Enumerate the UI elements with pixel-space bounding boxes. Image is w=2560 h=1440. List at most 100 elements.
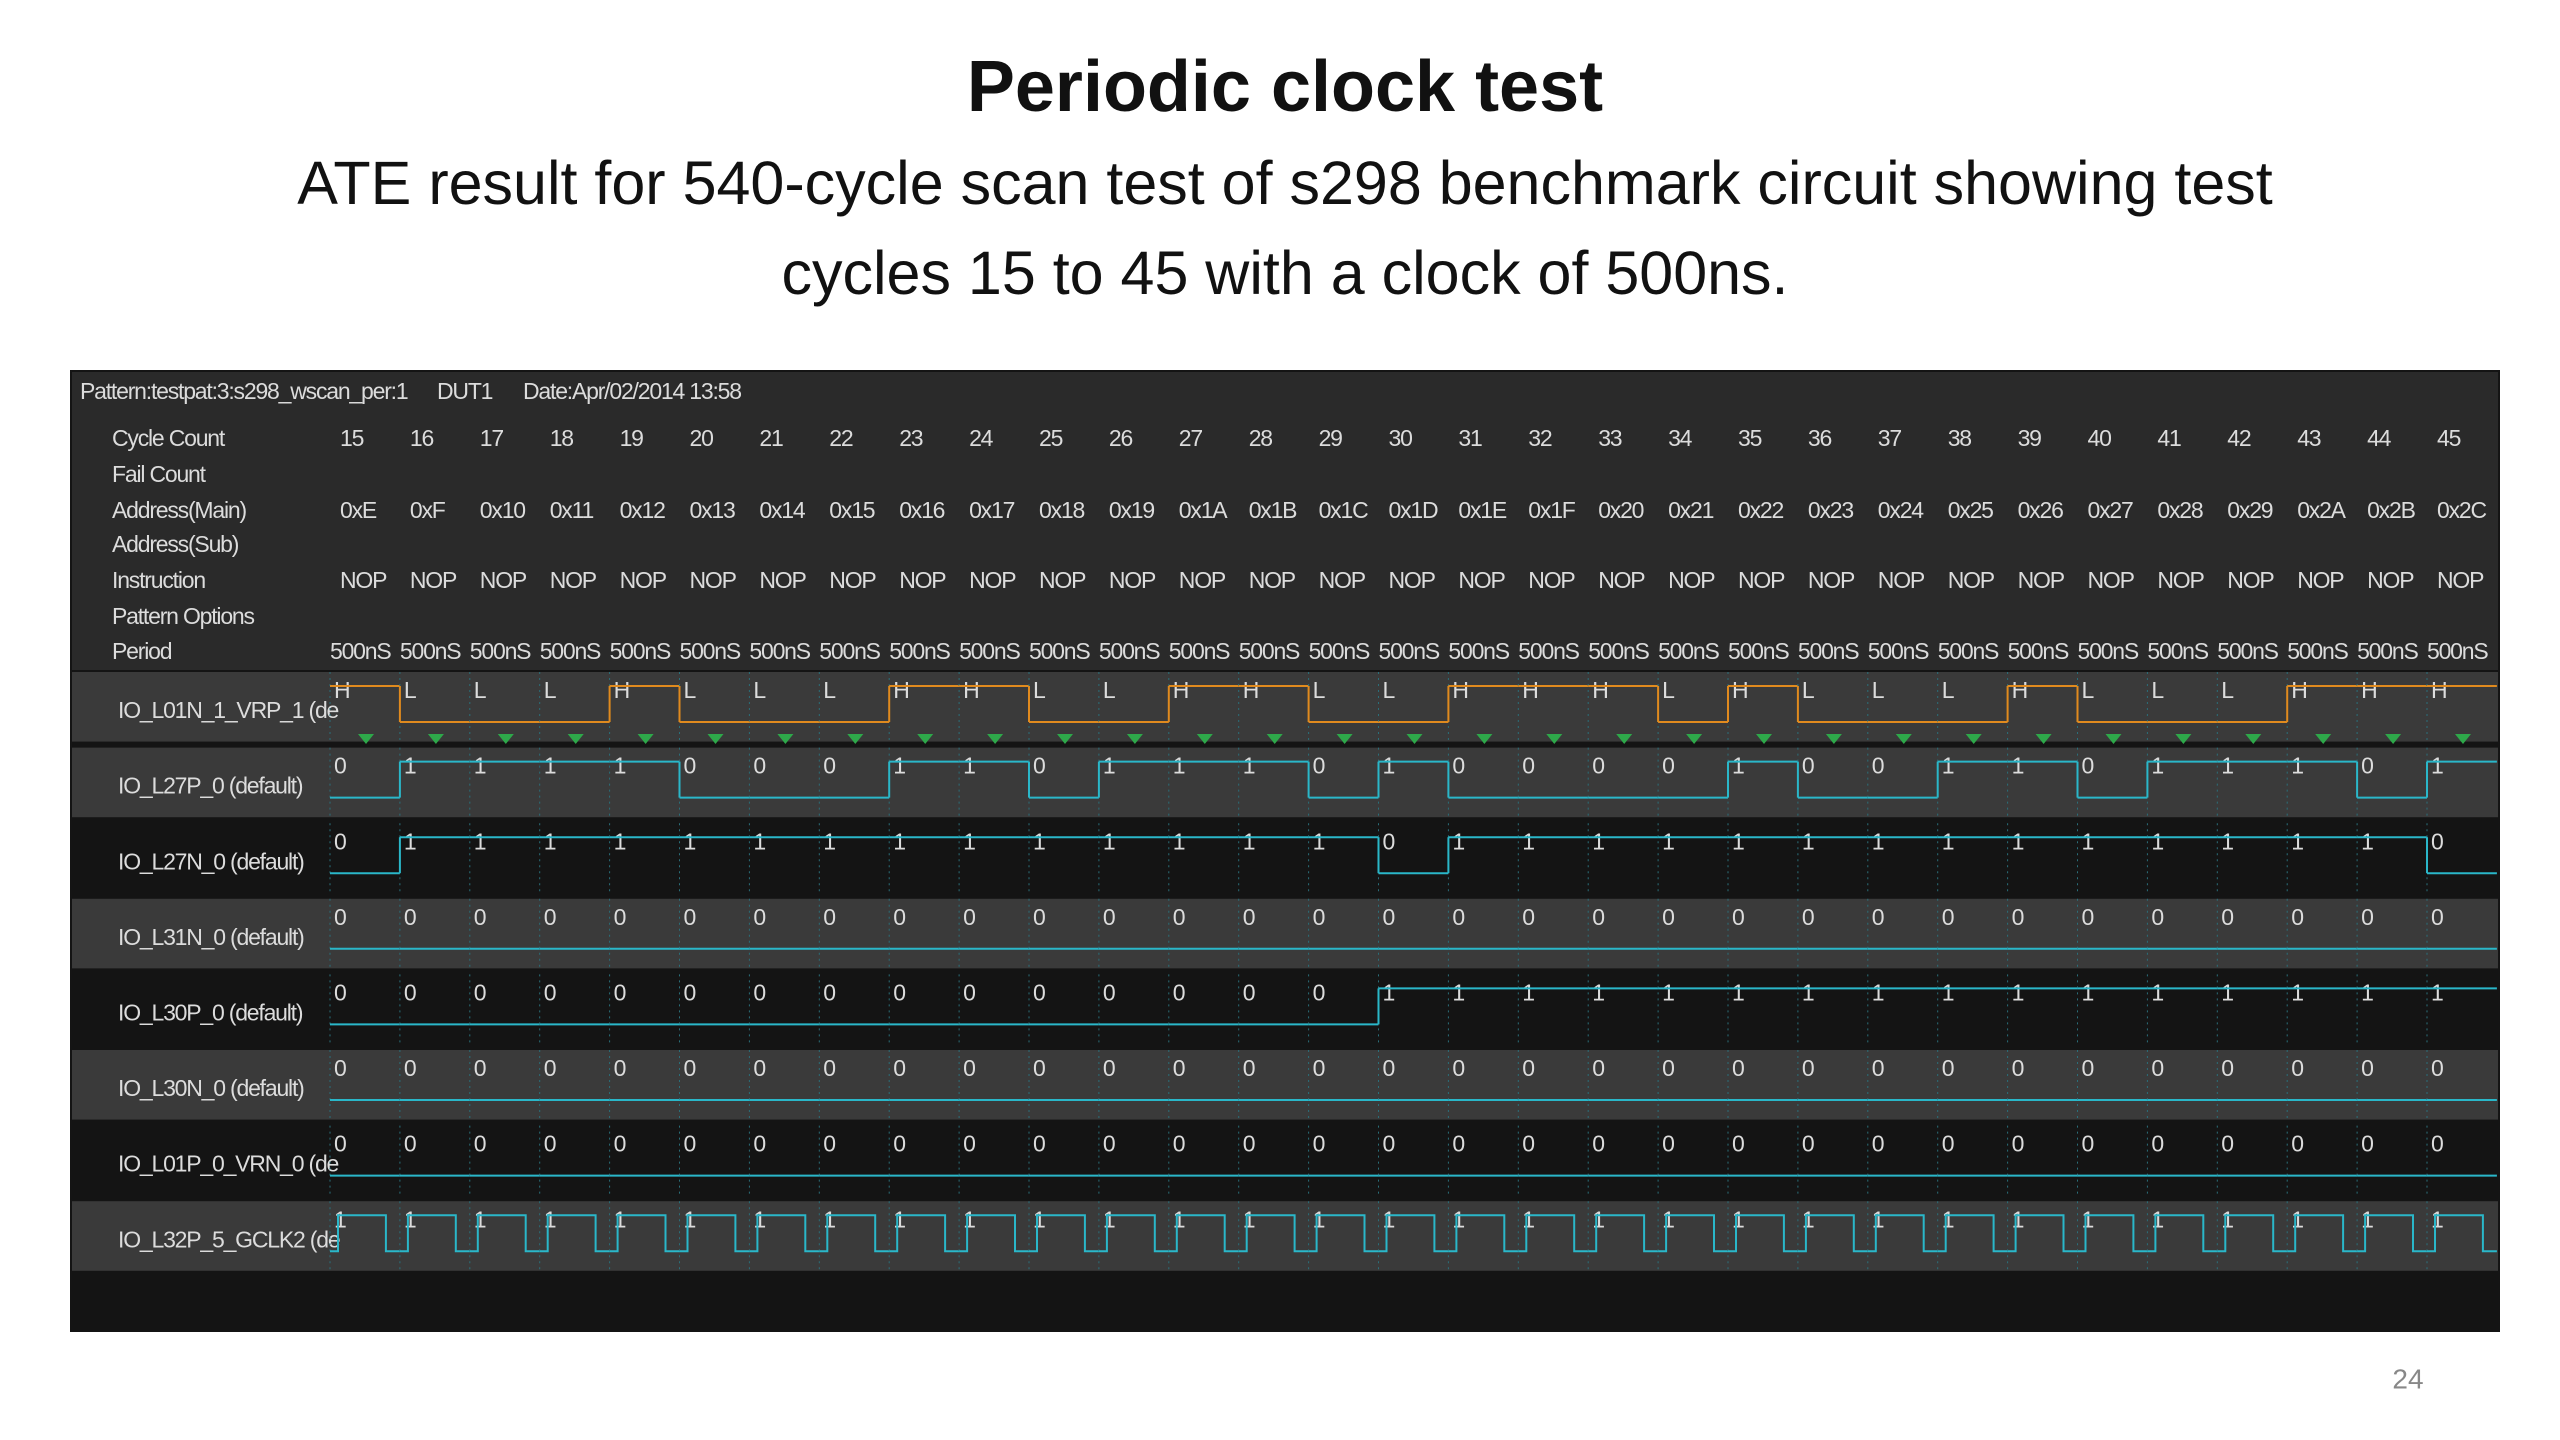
signal-value: H [893, 677, 908, 703]
signal-value: 0 [1173, 1131, 1185, 1157]
strobe-marker [1616, 734, 1633, 744]
signal-value: 0 [2431, 1131, 2443, 1157]
signal-value: 1 [544, 828, 556, 854]
signal-value: L [404, 677, 417, 703]
signal-value: 1 [2012, 753, 2024, 779]
period: 500nS [540, 638, 601, 664]
signal-value: 0 [823, 904, 835, 930]
address: 0x14 [759, 497, 805, 523]
cycle-count: 16 [410, 425, 434, 451]
strobe-marker [1266, 734, 1283, 744]
instruction: NOP [620, 567, 667, 593]
period: 500nS [1588, 638, 1649, 664]
signal-value: 1 [1173, 828, 1185, 854]
address: 0x2A [2297, 497, 2346, 523]
row-band [72, 898, 2498, 969]
signal-value: 0 [963, 979, 975, 1005]
signal-value: 0 [334, 1131, 346, 1157]
cycle-count: 24 [969, 425, 994, 451]
signal-value: 0 [544, 979, 556, 1005]
clock-pulse [2287, 1214, 2358, 1253]
signal-name: IO_L32P_5_GCLK2 (de [118, 1226, 340, 1252]
signal-value: 1 [1592, 979, 1604, 1005]
signal-value: 1 [1103, 753, 1115, 779]
clock-pulse [2077, 1214, 2148, 1253]
row-label: Fail Count [112, 461, 207, 487]
signal-value: 0 [684, 753, 696, 779]
signal-value: 0 [2291, 1055, 2303, 1081]
row-label: Cycle Count [112, 425, 226, 451]
signal-value: 0 [2361, 753, 2373, 779]
cycle-count: 28 [1249, 425, 1273, 451]
signal-value: 0 [1522, 1055, 1534, 1081]
cycle-count: 42 [2227, 425, 2251, 451]
signal-value: 0 [753, 753, 765, 779]
cycle-count: 35 [1738, 425, 1762, 451]
strobe-marker [777, 734, 794, 744]
instruction: NOP [759, 567, 806, 593]
signal-value: 0 [1452, 1055, 1464, 1081]
signal-value: 0 [1313, 753, 1325, 779]
address: 0x1B [1249, 497, 1297, 523]
instruction: NOP [480, 567, 527, 593]
period: 500nS [1029, 638, 1090, 664]
instruction: NOP [1948, 567, 1995, 593]
row-label: Instruction [112, 567, 205, 593]
instruction: NOP [1598, 567, 1645, 593]
signal-value: 1 [404, 1206, 416, 1232]
instruction: NOP [1668, 567, 1715, 593]
address: 0x26 [2018, 497, 2063, 523]
signal-value: L [1872, 677, 1885, 703]
strobe-marker [2455, 734, 2471, 744]
cycle-count: 20 [690, 425, 714, 451]
signal-value: 0 [1592, 1055, 1604, 1081]
signal-value: 0 [1383, 904, 1395, 930]
clock-pulse [679, 1214, 750, 1253]
signal-value: 0 [404, 1131, 416, 1157]
signal-value: 0 [1033, 1131, 1045, 1157]
address: 0x21 [1668, 497, 1713, 523]
signal-value: 0 [2291, 904, 2303, 930]
period: 500nS [2217, 638, 2278, 664]
strobe-marker [497, 734, 514, 744]
signal-value: L [1383, 677, 1396, 703]
clock-pulse [1867, 1214, 1938, 1253]
signal-value: 0 [1592, 1131, 1604, 1157]
signal-value: 0 [334, 828, 346, 854]
signal-value: L [684, 677, 697, 703]
instruction: NOP [1039, 567, 1086, 593]
signal-value: 0 [334, 904, 346, 930]
strobe-marker [1476, 734, 1493, 744]
signal-value: 0 [1033, 1055, 1045, 1081]
signal-value: H [1732, 677, 1747, 703]
signal-value: 0 [2221, 1055, 2233, 1081]
signal-value: 0 [2361, 1055, 2373, 1081]
cycle-count: 21 [759, 425, 783, 451]
period: 500nS [1938, 638, 1999, 664]
period: 500nS [1169, 638, 1230, 664]
header-text: DUT1 [437, 378, 493, 404]
strobe-marker [2035, 734, 2052, 744]
signal-value: 1 [1732, 828, 1744, 854]
signal-value: 1 [1592, 1206, 1604, 1232]
period: 500nS [1658, 638, 1719, 664]
signal-value: 0 [2221, 1131, 2233, 1157]
instruction: NOP [1109, 567, 1156, 593]
address: 0x27 [2088, 497, 2133, 523]
address: 0x12 [620, 497, 665, 523]
cycle-count: 29 [1319, 425, 1343, 451]
signal-value: H [614, 677, 629, 703]
page-number: 24 [2392, 1363, 2423, 1394]
signal-value: 1 [2012, 1206, 2024, 1232]
cycle-count: 25 [1039, 425, 1063, 451]
signal-value: 1 [1033, 828, 1045, 854]
instruction: NOP [2297, 567, 2344, 593]
signal-value: 0 [544, 904, 556, 930]
address: 0xE [340, 497, 377, 523]
period: 500nS [1728, 638, 1789, 664]
strobe-marker [358, 734, 374, 744]
strobe-marker [987, 734, 1004, 744]
signal-value: 0 [614, 1055, 626, 1081]
signal-value: 1 [1592, 828, 1604, 854]
strobe-marker [1546, 734, 1563, 744]
